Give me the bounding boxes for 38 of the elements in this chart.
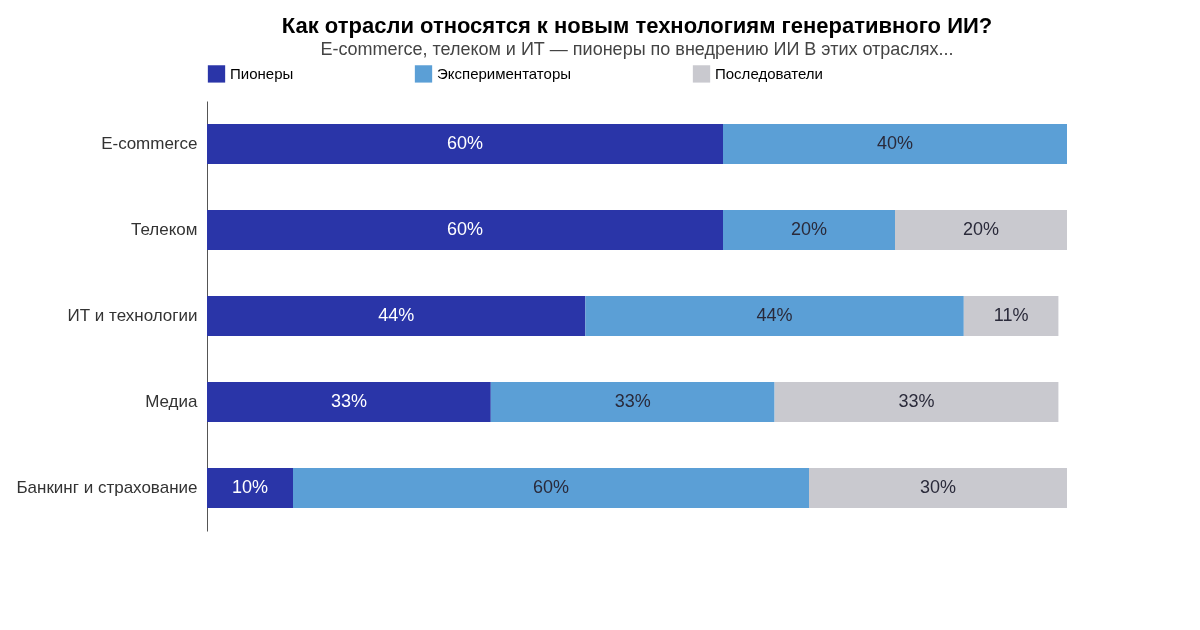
bar	[895, 210, 1067, 250]
bar	[207, 210, 723, 250]
chart-title: Как отрасли относятся к новым технологиям генеративного ИИ?	[281, 13, 993, 38]
legend-label: Последователи	[715, 64, 823, 82]
data-label: 10%	[231, 477, 269, 497]
bar	[723, 124, 1067, 164]
bar	[963, 296, 1059, 336]
y-tick-label: E-commerce	[101, 134, 198, 153]
data-label: 33%	[898, 391, 935, 411]
data-label: 60%	[532, 477, 570, 497]
bar	[490, 382, 775, 422]
bar	[207, 296, 586, 336]
bar	[293, 468, 809, 508]
legend-label: Экспериментаторы	[437, 64, 572, 82]
y-tick-label: Телеком	[131, 220, 198, 239]
data-label: 40%	[876, 133, 914, 153]
data-label: 30%	[919, 477, 957, 497]
data-label: 60%	[446, 219, 484, 239]
chart-subtitle: E-commerce, телеком и ИТ — пионеры по внедрению ИИ В этих отраслях...	[320, 39, 954, 59]
y-tick-label: Медиа	[145, 392, 199, 411]
data-label: 33%	[614, 391, 651, 411]
bar	[207, 382, 491, 422]
bar	[585, 296, 964, 336]
data-label: 60%	[446, 133, 484, 153]
data-label: 11%	[993, 305, 1029, 325]
data-label: 44%	[378, 305, 415, 325]
bar	[809, 468, 1067, 508]
y-tick-label: Банкинг и страхование	[16, 478, 198, 497]
data-label: 33%	[330, 391, 367, 411]
bar	[774, 382, 1059, 422]
y-tick-label: ИТ и технологии	[67, 306, 198, 325]
data-label: 44%	[756, 305, 793, 325]
bar	[723, 210, 895, 250]
data-label: 20%	[790, 219, 828, 239]
bar	[207, 468, 293, 508]
legend-label: Пионеры	[230, 64, 294, 82]
bar	[207, 124, 723, 164]
data-label: 20%	[962, 219, 1000, 239]
